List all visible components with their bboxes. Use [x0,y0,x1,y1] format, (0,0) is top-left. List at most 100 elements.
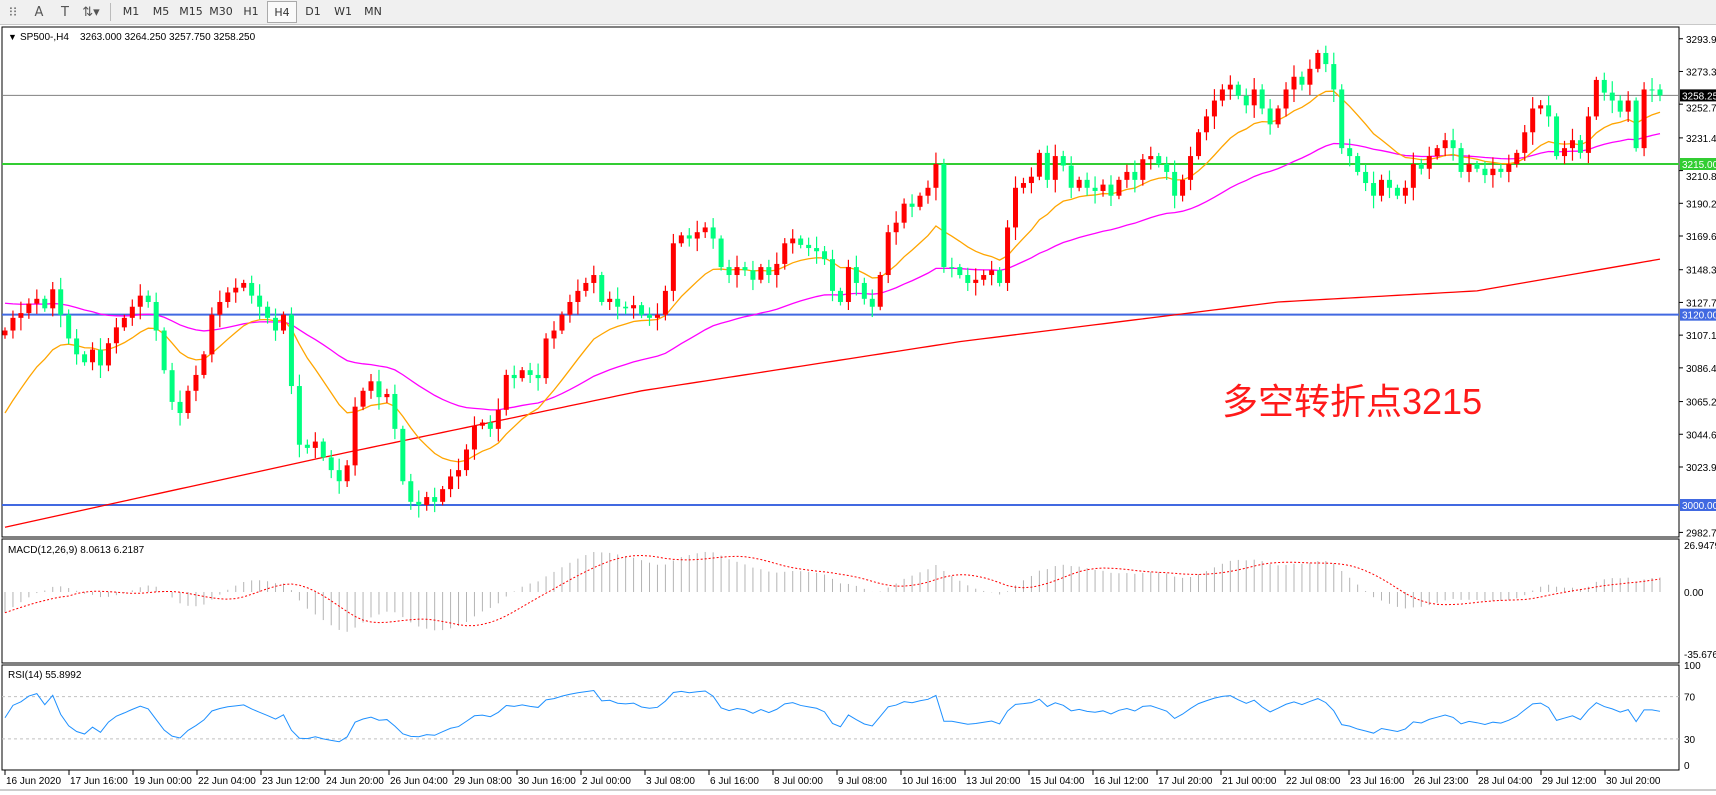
time-axis-label: 26 Jun 04:00 [390,776,448,787]
candle-body [479,422,485,426]
candle [1402,180,1408,204]
symbol-label: SP500-,H4 [20,32,69,43]
rsi-axis-label: 70 [1684,693,1696,704]
chart-window[interactable]: ▼ SP500-,H4 3263.000 3264.250 3257.750 325… [0,25,1716,795]
candle [1538,100,1544,115]
candle-body [718,238,724,268]
candle-body [1148,156,1154,160]
candle [217,290,223,328]
timeframe-d1[interactable]: D1 [305,4,321,18]
candle [82,351,88,366]
candle [1092,176,1098,204]
candle [877,271,883,311]
candle [933,152,939,201]
price-axis-label: 3127.72 [1686,298,1716,309]
rsi-axis-label: 0 [1684,761,1690,772]
candle-body [830,259,835,291]
candle-body [153,301,159,331]
candle [137,284,143,320]
timeframe-w1[interactable]: W1 [334,4,352,18]
time-axis-label: 24 Jun 20:00 [326,776,384,787]
text-label-icon[interactable]: A [34,4,44,20]
candle [1450,128,1456,161]
candle [1641,82,1647,157]
candle-body [1554,116,1560,157]
candle-body [1641,89,1647,149]
candle-body [997,270,1003,283]
candle [1188,146,1194,191]
timeframe-m15[interactable]: M15 [179,4,203,18]
candle [1196,129,1202,160]
candle-body [559,314,565,331]
timeframe-h1[interactable]: H1 [243,4,259,18]
time-axis-label: 26 Jul 23:00 [1414,776,1469,787]
candle [1164,156,1170,180]
candle [766,259,772,284]
candle-body [1402,187,1408,196]
candle-body [201,354,207,375]
candle-body [1601,79,1607,93]
periods-grid-icon[interactable]: ⁝⁝ [8,4,18,20]
candle [1394,184,1400,200]
candle-body [1243,95,1249,106]
hline-price-tag-bg [1680,89,1716,102]
candle-body [1299,76,1305,85]
candle [1100,179,1106,197]
candle-body [1355,156,1361,172]
candle-body [265,306,271,318]
candle [1259,84,1265,115]
candle [1442,132,1448,157]
candle [511,365,517,389]
candle-body [869,298,875,307]
candle-body [1203,116,1209,133]
price-axis-label: 3231.47 [1686,134,1716,145]
timeframe-h4[interactable]: H4 [267,1,297,23]
time-axis-label: 9 Jul 08:00 [838,776,887,787]
candle-body [352,406,358,466]
candle-body [257,295,263,307]
candle [273,308,279,341]
candle [662,285,668,321]
candle [1044,145,1050,188]
candle [280,311,286,335]
candle-body [702,227,708,233]
candle-body [1124,171,1130,180]
candle [1243,88,1249,114]
candle-body [1323,52,1329,65]
candle-body [1625,100,1631,112]
candle [861,277,867,305]
timeframe-m5[interactable]: M5 [152,4,170,18]
time-axis-label: 8 Jul 00:00 [774,776,823,787]
candle [1323,45,1329,73]
candle-body [1426,156,1432,169]
candle-body [1275,108,1281,125]
candle-body [26,303,32,314]
candle [344,460,350,487]
candle-body [344,465,350,482]
candle [1132,160,1138,193]
time-axis-label: 21 Jul 00:00 [1222,776,1277,787]
candle [869,289,875,318]
timeframe-m1[interactable]: M1 [122,4,140,18]
time-axis-label: 16 Jul 12:00 [1094,776,1149,787]
candle [408,473,414,510]
candle [853,255,859,296]
candle [790,229,796,254]
candle [981,269,987,286]
candle [1068,156,1074,199]
candle-body [304,444,310,448]
collapse-triangle-icon[interactable]: ▼ [8,32,17,42]
arrows-icon[interactable]: ⇅▾ [82,4,100,20]
candle [814,236,820,264]
text-box-icon[interactable]: T [61,4,69,20]
time-axis-label: 6 Jul 16:00 [710,776,759,787]
timeframe-mn[interactable]: MN [364,4,382,18]
macd-pane: MACD(12,26,9) 8.0613 6.2187 26.9479 0.00 -3… [1,538,1716,664]
candle [1235,81,1241,100]
candle-body [758,267,764,280]
candle-body [845,267,851,302]
rsi-axis-label: 30 [1684,735,1696,746]
timeframe-m30[interactable]: M30 [209,4,233,18]
candle-body [241,282,247,288]
price-axis-label: 3107.10 [1686,331,1716,342]
